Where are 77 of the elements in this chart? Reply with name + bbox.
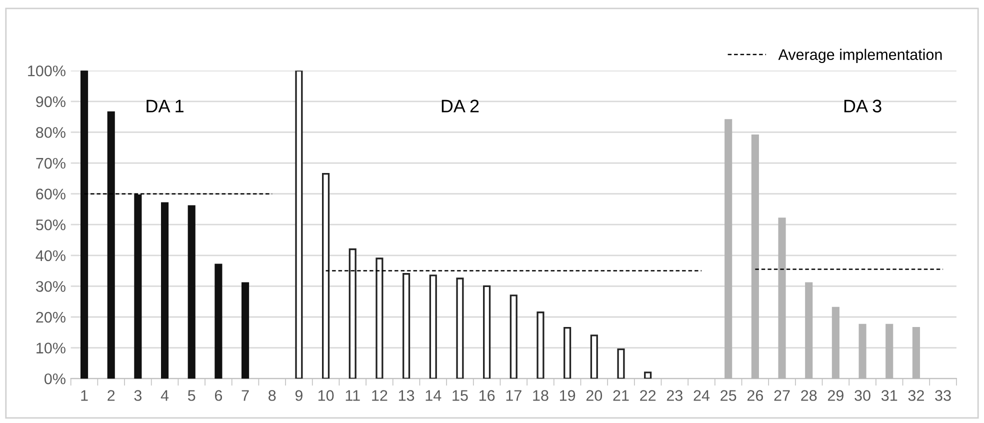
x-tick-label: 3 (134, 390, 142, 401)
bar (912, 326, 920, 379)
y-tick-label: 0% (44, 373, 66, 384)
x-tick-label: 14 (426, 390, 442, 401)
x-tick-label: 28 (801, 390, 817, 401)
annotation: DA 3 (844, 100, 882, 112)
bar (107, 111, 115, 379)
x-tick-label: 12 (372, 390, 388, 401)
bar (376, 258, 384, 379)
y-tick-label: 10% (36, 342, 66, 354)
bar (214, 264, 222, 379)
annotation: DA 1 (146, 100, 184, 112)
bar (322, 172, 330, 379)
bar (134, 194, 142, 379)
bar (751, 134, 759, 379)
bar (644, 372, 652, 379)
y-tick-label: 100% (28, 66, 66, 76)
x-tick-label: 19 (560, 390, 576, 401)
bar (778, 218, 786, 379)
x-tick-label: 24 (694, 390, 710, 401)
bar (617, 348, 625, 379)
x-tick-label: 22 (640, 390, 656, 401)
bar (805, 282, 813, 379)
bar (295, 70, 303, 379)
x-tick-label: 2 (108, 390, 115, 401)
x-tick-label: 29 (828, 390, 844, 401)
x-tick-label: 7 (242, 390, 249, 401)
x-tick-label: 10 (318, 390, 334, 401)
bar (724, 119, 732, 379)
x-tick-label: 18 (533, 390, 548, 401)
bar (590, 334, 598, 379)
y-tick-label: 40% (36, 250, 66, 262)
x-tick-label: 33 (935, 390, 951, 401)
bar (886, 324, 894, 379)
x-tick-label: 30 (854, 390, 870, 401)
x-tick-label: 1 (81, 390, 88, 401)
bar (160, 202, 169, 379)
bar (832, 306, 840, 379)
x-tick-label: 26 (747, 390, 763, 401)
x-tick-label: 6 (214, 390, 222, 401)
x-tick-label: 13 (398, 390, 414, 401)
x-tick-label: 20 (586, 390, 602, 401)
y-tick-label: 70% (36, 158, 66, 169)
y-tick-label: 50% (36, 219, 66, 230)
bar (348, 248, 356, 379)
y-tick-label: 30% (36, 281, 66, 292)
x-tick-label: 23 (666, 390, 682, 401)
x-tick-label: 25 (720, 390, 736, 401)
bar (80, 70, 88, 379)
bar (241, 282, 250, 379)
x-tick-label: 11 (346, 390, 360, 401)
bar (858, 324, 866, 379)
bar (564, 326, 572, 379)
bar (483, 285, 491, 379)
y-tick-label: 90% (36, 96, 66, 108)
legend-label: Average implementation (778, 48, 942, 64)
x-tick-label: 32 (908, 390, 924, 401)
x-tick-label: 9 (295, 390, 302, 401)
x-tick-label: 15 (452, 390, 468, 401)
bar (536, 312, 544, 379)
x-tick-label: 5 (188, 390, 196, 401)
y-tick-label: 60% (36, 188, 66, 200)
y-tick-label: 80% (36, 127, 66, 138)
x-tick-label: 8 (268, 390, 276, 401)
x-tick-label: 17 (506, 390, 522, 401)
bar (456, 278, 464, 379)
annotation: DA 2 (442, 100, 479, 112)
bar (510, 294, 518, 379)
x-tick-label: 16 (479, 390, 495, 401)
bar (429, 274, 437, 379)
x-tick-label: 27 (774, 390, 790, 401)
bar (402, 273, 410, 379)
bar (188, 205, 196, 379)
x-tick-label: 21 (613, 390, 629, 401)
x-tick-label: 4 (160, 390, 169, 401)
y-tick-label: 20% (36, 312, 66, 323)
x-tick-label: 31 (881, 390, 898, 401)
